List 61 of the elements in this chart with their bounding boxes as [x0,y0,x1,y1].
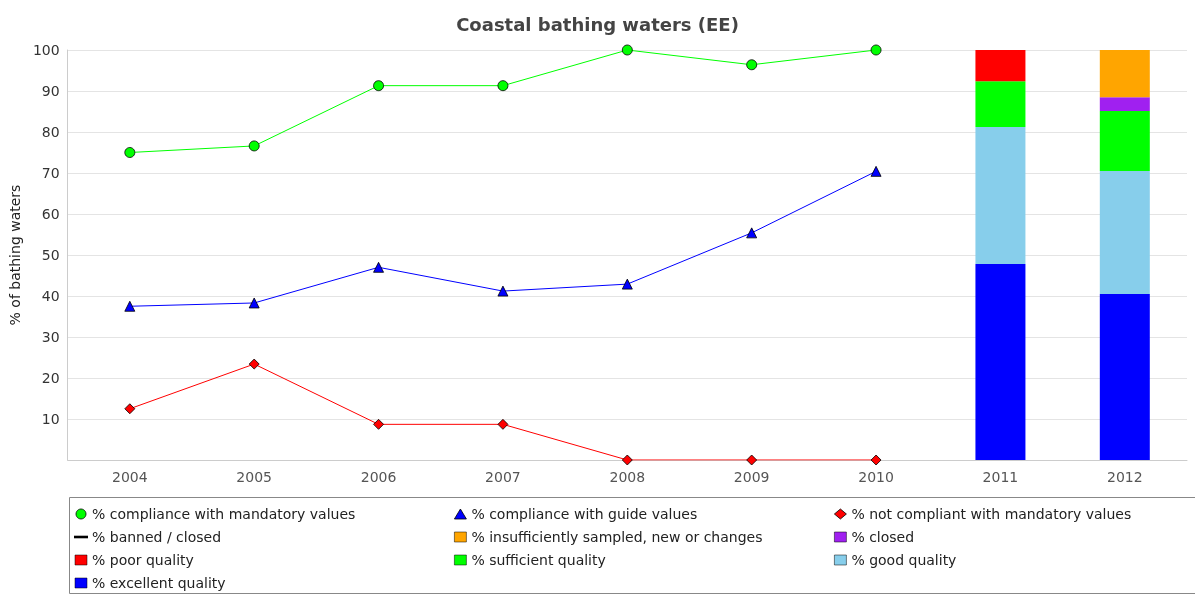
point [621,278,633,290]
y-axis-title: % of bathing waters [7,184,23,326]
bar [975,264,1026,460]
point [497,285,509,297]
bar [975,50,1026,82]
x-tick-label: 2009 [733,469,770,485]
legend-label: % excellent quality [92,575,226,591]
point [248,297,260,309]
x-tick-label: 2010 [858,469,894,485]
x-tick-label: 2011 [982,469,1019,485]
y-tick-label: 10 [41,411,60,427]
legend-label: % compliance with guide values [471,506,698,522]
y-tick-label: 40 [41,288,60,304]
bar [975,127,1026,265]
bar [1099,97,1150,112]
point [124,147,136,158]
legend-label: % sufficient quality [471,552,606,568]
y-tick-label: 80 [41,124,60,140]
x-tick-label: 2004 [111,469,148,485]
legend-label: % not compliant with mandatory values [851,506,1132,522]
legend-label: % insufficiently sampled, new or changes [471,529,763,545]
bar [1099,293,1150,460]
x-tick-label: 2007 [485,469,521,485]
point [870,454,882,466]
x-tick-label: 2008 [609,469,646,485]
y-tick-label: 90 [41,83,60,99]
point [373,261,384,273]
y-tick-label: 50 [41,247,60,263]
point [373,80,384,92]
x-tick-label: 2005 [236,469,273,485]
legend-label: % compliance with mandatory values [92,506,356,522]
x-tick-label: 2012 [1106,469,1143,485]
bar [1099,50,1150,98]
point [497,80,509,92]
legend-label: % banned / closed [92,529,222,545]
point [621,44,633,56]
point [870,44,882,56]
bar [1099,170,1150,294]
y-tick-label: 20 [41,370,60,386]
point [373,418,384,430]
point [746,454,758,466]
point [746,59,758,71]
y-tick-label: 100 [32,42,60,58]
chart-title: Coastal bathing waters (EE) [456,13,739,35]
bar [1099,111,1150,171]
x-tick-label: 2006 [360,469,397,485]
point [248,358,260,370]
y-tick-label: 70 [41,165,60,181]
point [621,454,633,466]
legend-label: % poor quality [92,552,194,568]
y-tick-label: 30 [41,329,60,345]
point [124,300,136,312]
legend-label: % good quality [851,552,957,568]
point [248,140,260,152]
point [497,418,509,430]
bar [975,81,1026,128]
point [124,403,136,415]
point [870,165,882,177]
y-tick-label: 60 [41,206,60,222]
legend-label: % closed [851,529,915,545]
point [746,227,758,239]
